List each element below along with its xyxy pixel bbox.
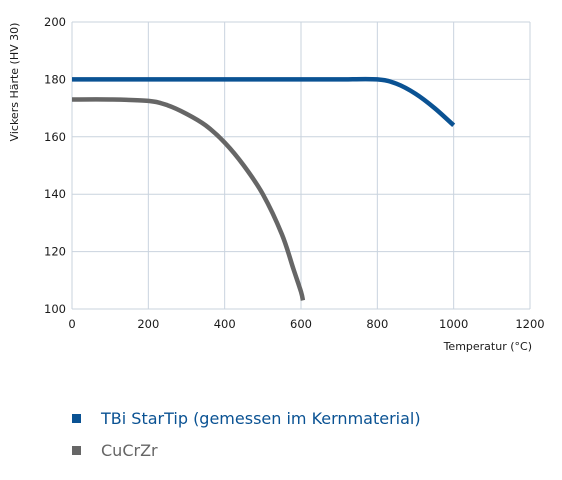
y-tick-label: 100 (44, 302, 66, 316)
x-tick-label: 0 (68, 317, 75, 331)
legend-item-cucrzr: CuCrZr (72, 434, 552, 466)
y-tick-label: 120 (44, 245, 66, 259)
series-line-startip (71, 76, 456, 127)
legend: TBi StarTip (gemessen im Kernmaterial) C… (72, 402, 552, 466)
x-tick-label: 1200 (515, 317, 544, 331)
y-axis-label: Vickers Härte (HV 30) (8, 23, 21, 142)
series-line-cucrzr (71, 97, 306, 301)
legend-swatch-cucrzr (72, 445, 81, 455)
y-tick-label: 200 (44, 15, 66, 29)
x-tick-label: 400 (214, 317, 236, 331)
x-axis-label: Temperatur (°C) (443, 340, 532, 353)
y-tick-label: 140 (44, 187, 66, 201)
legend-swatch-startip (72, 413, 81, 423)
legend-label-startip: TBi StarTip (gemessen im Kernmaterial) (101, 408, 421, 428)
x-tick-label: 800 (366, 317, 388, 331)
legend-label-cucrzr: CuCrZr (101, 440, 158, 460)
grid (71, 21, 531, 310)
x-tick-label: 600 (290, 317, 312, 331)
series-layer (71, 76, 456, 301)
legend-item-startip: TBi StarTip (gemessen im Kernmaterial) (72, 402, 552, 434)
x-tick-label: 200 (137, 317, 159, 331)
x-tick-label: 1000 (439, 317, 468, 331)
tick-labels: 0 200 400 600 800 1000 1200 100 120 140 160 180 200 (44, 15, 545, 331)
y-tick-label: 160 (44, 130, 66, 144)
y-tick-label: 180 (44, 72, 66, 86)
chart: 0 200 400 600 800 1000 1200100120140160180200 … (8, 15, 545, 353)
